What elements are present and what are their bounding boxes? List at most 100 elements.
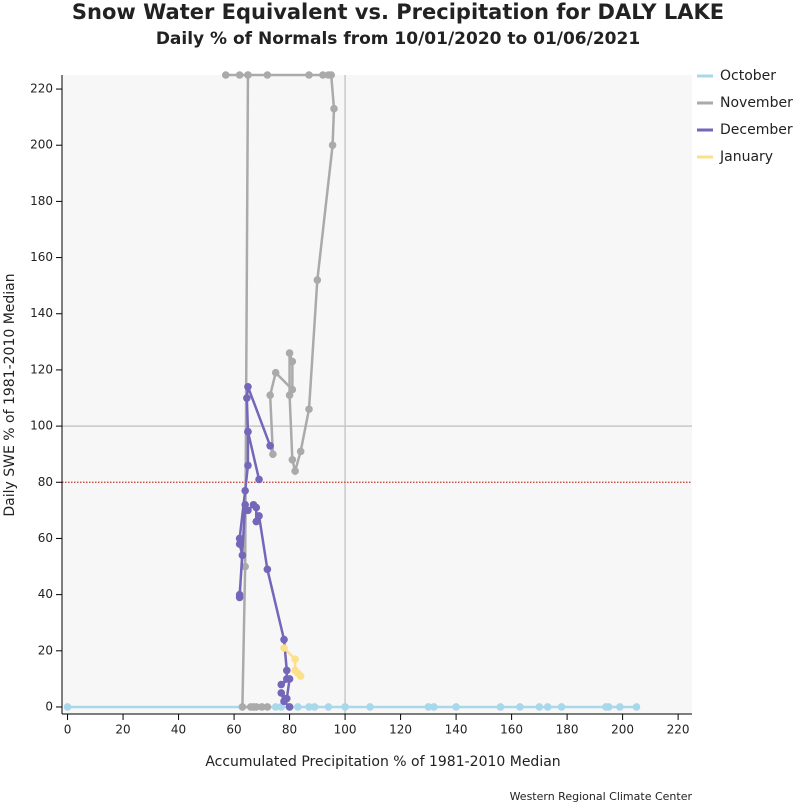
data-point	[241, 562, 249, 571]
data-point	[255, 512, 263, 520]
data-point	[244, 506, 252, 515]
data-point	[241, 486, 249, 495]
data-point	[288, 357, 297, 366]
y-tick-label: 60	[38, 531, 53, 545]
x-tick-label: 180	[556, 723, 579, 737]
data-point	[235, 593, 244, 602]
y-tick-label: 140	[30, 306, 53, 320]
x-tick-label: 40	[171, 723, 186, 737]
data-point	[424, 703, 433, 711]
data-point	[277, 689, 286, 697]
data-point	[324, 703, 333, 711]
x-axis-label: Accumulated Precipitation % of 1981-2010…	[205, 754, 560, 770]
data-point	[632, 703, 641, 711]
y-tick-label: 20	[38, 643, 53, 657]
data-point	[280, 635, 288, 644]
data-point	[313, 276, 322, 284]
data-point	[294, 703, 302, 711]
data-point	[366, 703, 374, 711]
data-point	[252, 503, 261, 512]
data-point	[241, 500, 249, 509]
data-point	[452, 703, 460, 711]
x-tick-label: 20	[115, 723, 130, 737]
data-point	[266, 391, 274, 400]
data-point	[252, 517, 261, 526]
data-point	[291, 655, 299, 664]
data-point	[269, 450, 277, 458]
data-point	[496, 703, 505, 711]
data-point	[221, 71, 230, 79]
y-tick-label: 180	[30, 194, 53, 208]
data-point	[244, 71, 252, 79]
data-point	[244, 382, 252, 391]
data-point	[305, 703, 313, 711]
x-tick-label: 220	[667, 723, 690, 737]
data-point	[271, 368, 280, 377]
plot-area	[62, 75, 692, 714]
data-point	[266, 441, 274, 450]
data-point	[263, 565, 272, 574]
data-point	[263, 71, 272, 79]
data-point	[305, 71, 313, 79]
data-point	[244, 427, 252, 436]
data-point	[543, 703, 552, 711]
data-point	[327, 71, 336, 79]
data-point	[277, 680, 286, 689]
x-tick-label: 80	[282, 723, 297, 737]
data-point	[235, 534, 244, 543]
data-point	[296, 447, 305, 456]
x-tick-label: 160	[500, 723, 523, 737]
legend-label: January	[719, 149, 773, 165]
y-axis-label: Daily SWE % of 1981-2010 Median	[2, 273, 18, 516]
chart-subtitle: Daily % of Normals from 10/01/2020 to 01…	[156, 29, 640, 49]
data-point	[291, 467, 299, 475]
data-point	[63, 703, 72, 711]
y-tick-label: 160	[30, 250, 53, 264]
data-point	[319, 71, 327, 79]
y-tick-label: 100	[30, 419, 53, 433]
data-point	[604, 703, 613, 711]
data-point	[243, 394, 251, 402]
x-tick-label: 60	[226, 723, 241, 737]
source-note: Western Regional Climate Center	[510, 790, 693, 803]
y-tick-label: 200	[30, 138, 53, 152]
data-point	[235, 71, 244, 79]
data-point	[277, 703, 286, 711]
data-point	[330, 104, 338, 113]
data-point	[310, 703, 319, 711]
data-point	[258, 703, 266, 711]
data-point	[255, 475, 263, 484]
data-point	[288, 456, 297, 464]
chart-title: Snow Water Equivalent vs. Precipitation …	[72, 0, 724, 24]
data-point	[288, 385, 297, 394]
data-point	[271, 703, 280, 711]
data-point	[246, 703, 255, 711]
data-point	[285, 675, 294, 683]
data-point	[341, 703, 349, 711]
x-tick-label: 100	[334, 723, 357, 737]
data-point	[535, 703, 544, 711]
data-point	[305, 405, 313, 414]
data-point	[285, 703, 294, 711]
y-tick-label: 0	[45, 699, 53, 713]
data-point	[557, 703, 566, 711]
data-point	[328, 141, 337, 150]
y-tick-label: 220	[30, 82, 53, 96]
data-point	[244, 461, 252, 470]
data-point	[280, 644, 288, 652]
x-tick-label: 200	[611, 723, 634, 737]
data-point	[285, 349, 294, 357]
data-point	[263, 703, 272, 711]
x-tick-label: 0	[64, 723, 72, 737]
data-point	[235, 540, 244, 548]
y-tick-label: 80	[38, 475, 53, 489]
data-point	[616, 703, 624, 711]
data-point	[296, 672, 305, 680]
data-point	[238, 703, 247, 711]
y-tick-label: 40	[38, 587, 53, 601]
legend-label: November	[720, 95, 793, 111]
data-point	[280, 697, 288, 706]
legend-label: October	[720, 68, 776, 84]
